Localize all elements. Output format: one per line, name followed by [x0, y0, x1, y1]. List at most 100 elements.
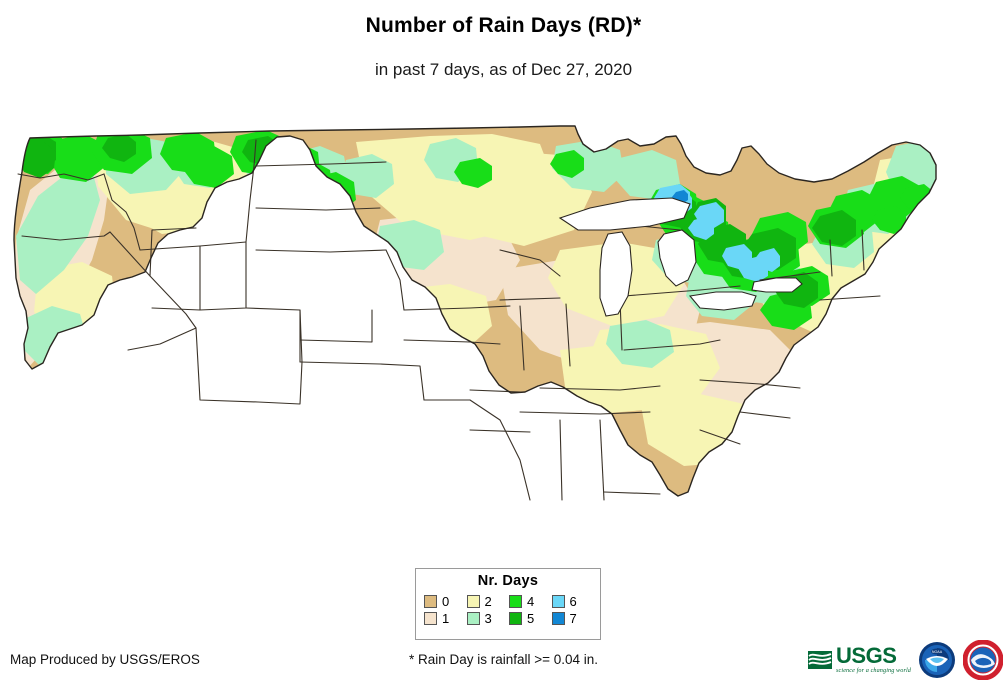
- state-boundary: [255, 207, 381, 211]
- raster-region-class-3: [606, 320, 674, 368]
- page-subtitle: in past 7 days, as of Dec 27, 2020: [374, 60, 633, 79]
- raster-region-class-4: [320, 244, 354, 272]
- raster-region-class-4: [454, 158, 492, 188]
- state-boundary: [861, 229, 865, 271]
- state-boundary: [245, 139, 257, 243]
- nws-logo: [963, 640, 1003, 680]
- state-boundary: [623, 339, 721, 351]
- raster-region-class-2: [396, 284, 492, 348]
- raster-region-class-5: [812, 210, 856, 246]
- raster-region-class-4: [872, 206, 906, 234]
- state-boundary: [519, 305, 525, 371]
- state-boundary: [151, 307, 201, 311]
- state-boundary: [469, 389, 521, 393]
- state-boundary: [379, 363, 471, 401]
- legend-swatch-0: [424, 595, 437, 608]
- legend-label-0: 0: [442, 594, 450, 609]
- rain-days-map: [0, 100, 1007, 560]
- usgs-wave-icon: [808, 650, 833, 669]
- state-boundary: [603, 491, 661, 495]
- legend-item-4: 4: [509, 593, 550, 610]
- legend-swatch-3: [466, 612, 480, 625]
- noaa-logo: NOAA: [919, 642, 955, 678]
- state-boundary: [127, 327, 197, 351]
- raster-region-class-4: [550, 150, 584, 178]
- lake-huron: [657, 229, 697, 287]
- raster-region-class-6: [754, 248, 780, 272]
- page-title: Number of Rain Days (RD)*: [365, 14, 642, 37]
- usgs-logo: USGS science for a changing world: [807, 643, 911, 674]
- state-boundary: [519, 411, 651, 415]
- legend-swatch-6: [551, 595, 565, 608]
- legend-swatch-1: [424, 612, 437, 625]
- legend-label-5: 5: [527, 611, 535, 626]
- noaa-wordmark: NOAA: [932, 650, 943, 654]
- agency-logos: USGS science for a changing world NOAA: [807, 636, 1003, 684]
- legend-swatch-2: [466, 595, 480, 608]
- state-boundary: [599, 419, 605, 501]
- state-boundary: [103, 173, 141, 251]
- state-boundary: [565, 303, 571, 367]
- legend-label-3: 3: [484, 611, 492, 626]
- lake-michigan: [599, 231, 633, 317]
- lake-erie: [688, 291, 757, 311]
- legend-item-1: 1: [424, 610, 465, 627]
- raster-region-class-1: [112, 282, 254, 384]
- legend-label-7: 7: [569, 611, 577, 626]
- legend-item-0: 0: [424, 593, 465, 610]
- legend-items: 0 1 2 3 4 5 6 7: [416, 593, 600, 627]
- state-boundary: [255, 249, 387, 253]
- state-boundary: [829, 239, 833, 277]
- legend-item-2: 2: [466, 593, 508, 610]
- legend-swatch-7: [551, 612, 565, 625]
- legend-item-7: 7: [551, 610, 593, 627]
- state-boundary: [149, 227, 197, 277]
- state-boundary: [385, 249, 405, 311]
- legend-item-3: 3: [466, 610, 508, 627]
- legend-item-5: 5: [509, 610, 550, 627]
- legend-swatch-5: [509, 612, 522, 625]
- legend-label-4: 4: [527, 594, 535, 609]
- state-boundary: [199, 241, 247, 311]
- state-boundary: [699, 429, 741, 445]
- state-boundary: [109, 231, 197, 329]
- state-boundary: [819, 295, 881, 301]
- state-boundary: [623, 285, 741, 297]
- state-boundary: [699, 379, 801, 389]
- legend-label-6: 6: [569, 594, 577, 609]
- legend-item-6: 6: [551, 593, 593, 610]
- legend: Nr. Days 0 1 2 3 4 5 6 7: [415, 568, 601, 640]
- usgs-wordmark: USGS: [836, 643, 897, 669]
- state-boundary: [739, 411, 791, 419]
- raster-region-class-3: [16, 170, 100, 294]
- conus-layer: [13, 125, 937, 501]
- raster-region-class-5: [102, 134, 136, 162]
- lake-superior: [558, 197, 691, 231]
- national-outline: [13, 125, 937, 497]
- legend-label-2: 2: [484, 594, 492, 609]
- state-boundary: [403, 305, 511, 311]
- usgs-tagline: science for a changing world: [836, 666, 911, 674]
- great-lakes: [558, 197, 803, 317]
- state-boundary: [255, 161, 387, 167]
- footer-note: * Rain Day is rainfall >= 0.04 in.: [408, 652, 599, 667]
- state-boundary: [499, 297, 561, 301]
- legend-swatch-4: [509, 595, 522, 608]
- state-boundary: [469, 399, 531, 501]
- state-boundary: [21, 231, 111, 241]
- lake-ontario: [751, 277, 803, 293]
- state-boundary: [195, 327, 259, 403]
- state-boundary: [499, 249, 561, 277]
- map-svg: [13, 125, 937, 501]
- state-boundary: [299, 361, 381, 365]
- state-boundary: [559, 419, 563, 501]
- legend-title: Nr. Days: [477, 573, 539, 589]
- state-boundary: [469, 429, 531, 433]
- raster-region-class-5: [284, 168, 314, 194]
- footer-credit: Map Produced by USGS/EROS: [10, 652, 200, 667]
- raster-region-class-4: [182, 146, 234, 188]
- raster-region-class-6: [688, 216, 714, 240]
- raster-region-class-4: [236, 196, 274, 228]
- state-boundary: [245, 307, 301, 363]
- state-boundary: [299, 309, 373, 343]
